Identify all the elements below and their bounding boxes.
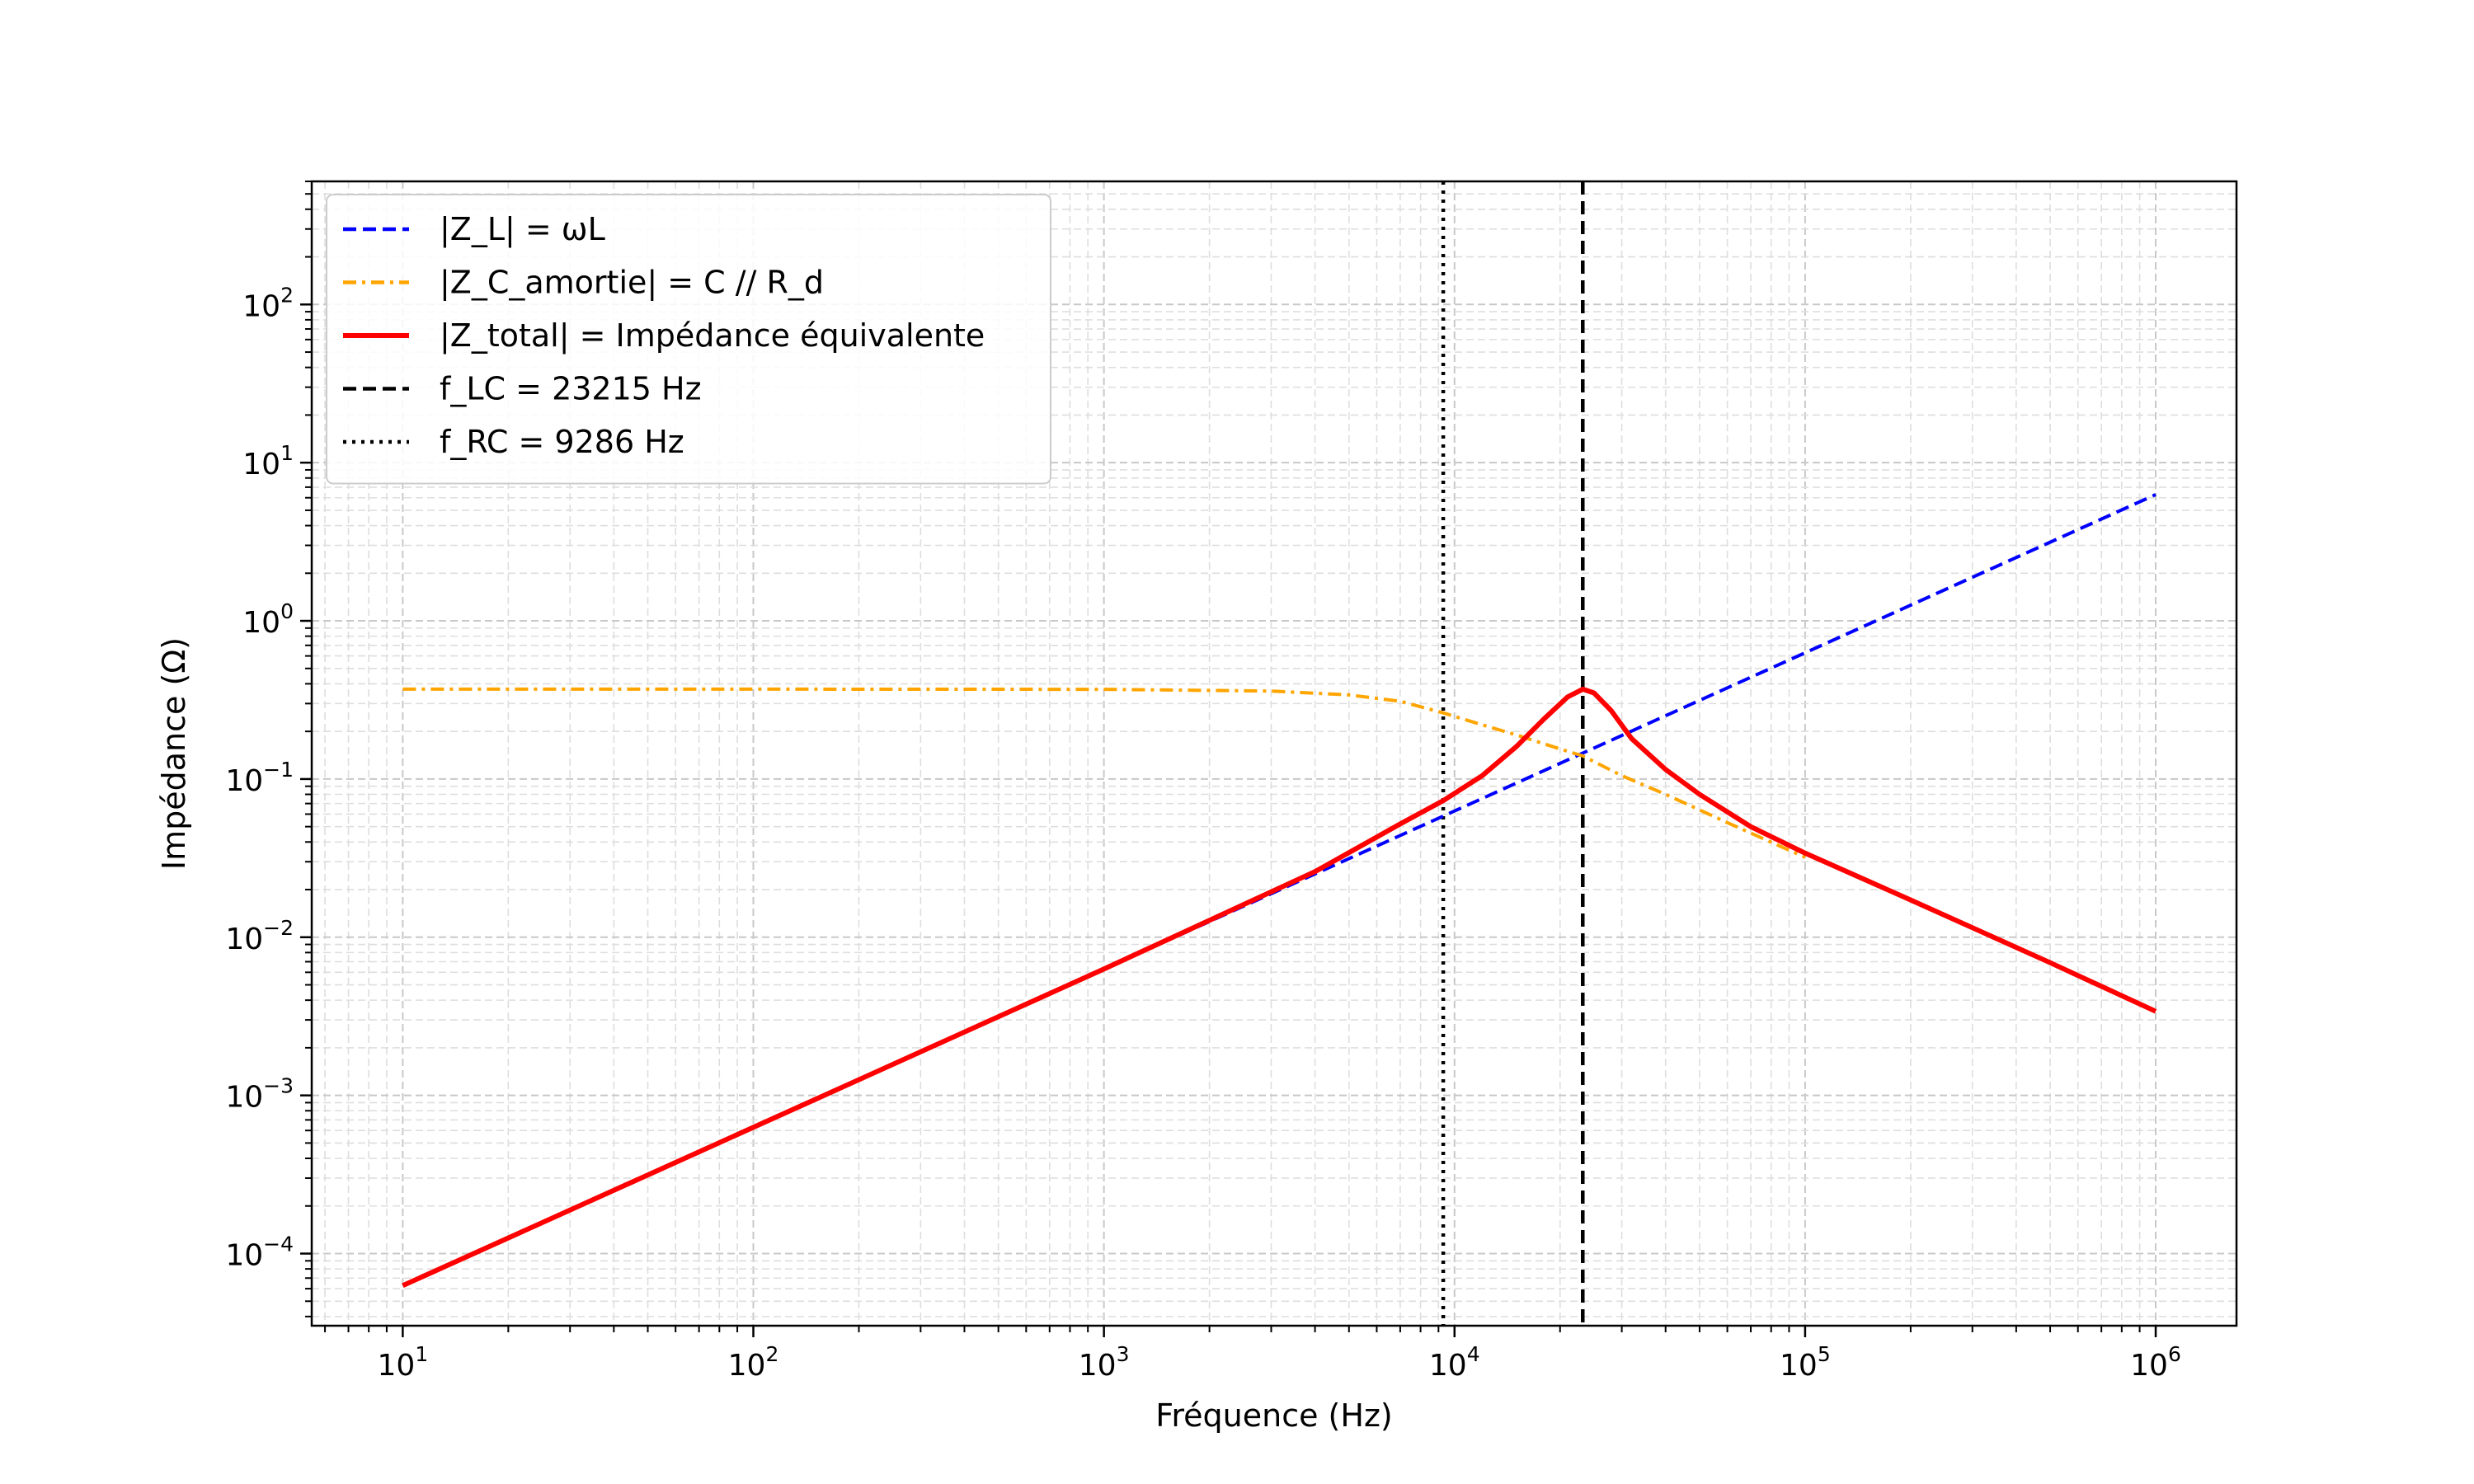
x-axis-title: Fréquence (Hz) [1155,1397,1392,1434]
legend-label: |Z_C_amortie| = C // R_d [440,265,824,302]
legend-label: |Z_total| = Impédance équivalente [440,317,985,355]
legend-label: |Z_L| = ωL [440,211,605,248]
legend: |Z_L| = ωL |Z_C_amortie| = C // R_d |Z_tot… [326,194,1051,485]
y-tick-label: 10−1 [225,758,294,798]
z-total-line [402,686,2157,1289]
plot-frame [310,180,2238,1327]
legend-label: f_LC = 23215 Hz [440,371,702,407]
legend-item-f-rc: f_RC = 9286 Hz [343,424,684,460]
legend-item-z-c-amortie: |Z_C_amortie| = C // R_d [343,265,824,302]
x-tick-label: 106 [2130,1342,2181,1383]
legend-item-z-l: |Z_L| = ωL [343,211,605,248]
y-tick-label: 101 [242,441,294,481]
legend-box [326,194,1051,485]
z-c-amortie-line [402,687,1806,859]
y-axis-title: Impédance (Ω) [156,637,192,870]
x-tick-label: 103 [1079,1342,1130,1383]
x-tick-label: 104 [1429,1342,1480,1383]
y-tick-label: 10−2 [225,916,294,956]
y-tick-label: 10−3 [225,1074,294,1115]
y-tick-label: 10−4 [225,1233,294,1273]
legend-label: f_RC = 9286 Hz [440,424,684,460]
y-tick-label: 102 [242,283,294,323]
x-tick-label: 101 [378,1342,429,1383]
x-tick-label: 105 [1780,1342,1831,1383]
x-tick-label: 102 [728,1342,779,1383]
legend-item-z-total: |Z_total| = Impédance équivalente [343,317,985,355]
series-lines [402,493,2157,1289]
axis-ticks: 101 102 103 104 105 106 10−4 10−3 10−2 10−1 100 101… [225,181,2181,1383]
legend-item-f-lc: f_LC = 23215 Hz [343,371,702,407]
reference-lines [1441,181,1585,1326]
y-tick-label: 100 [242,599,294,640]
